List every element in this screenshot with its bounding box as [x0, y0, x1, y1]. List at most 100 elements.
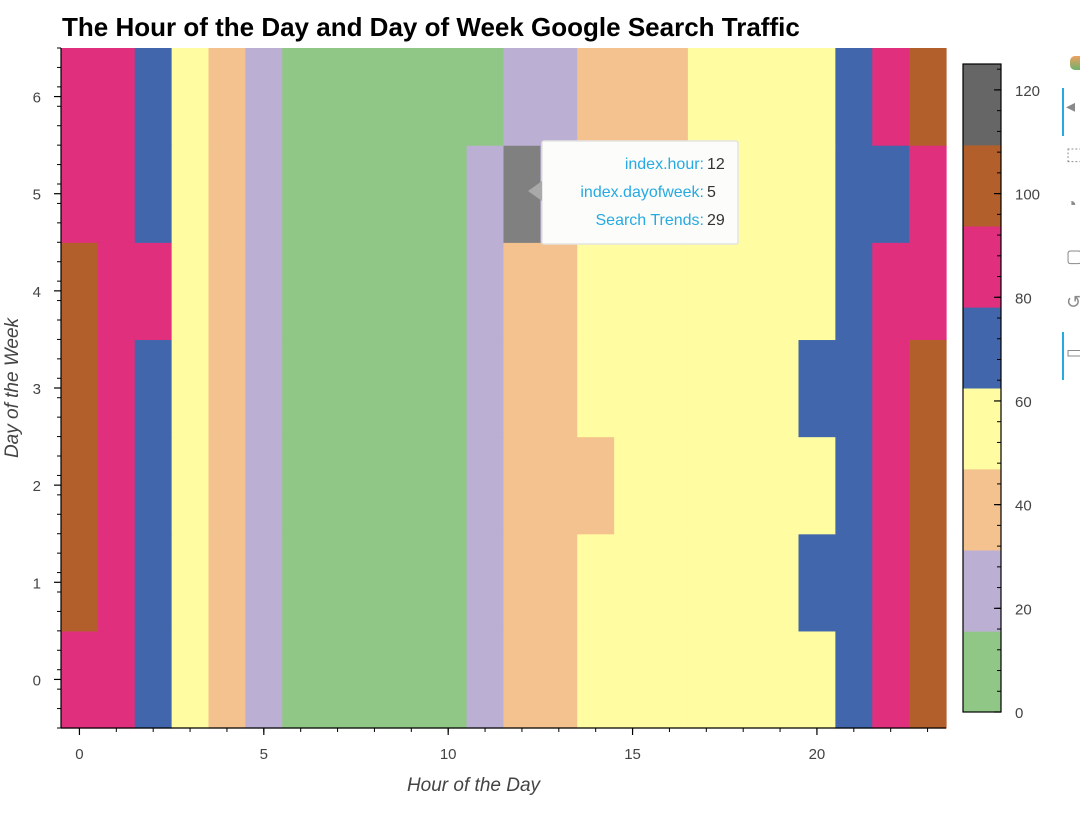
heatmap-cell — [651, 339, 689, 438]
heatmap-cell — [835, 48, 873, 146]
colorbar-bin — [963, 226, 1001, 308]
plot-toolbar: ◂ ⬚ ◔ ▢ ↺ ▭ — [1062, 56, 1080, 396]
heatmap-cell — [282, 242, 320, 341]
heatmap-cell — [835, 339, 873, 438]
heatmap-cell — [577, 339, 615, 438]
box-zoom-tool-icon[interactable]: ⬚ — [1066, 144, 1080, 164]
x-tick-label: 10 — [440, 746, 457, 763]
colorbar-tick-label: 60 — [1015, 394, 1032, 411]
chart-title: The Hour of the Day and Day of Week Goog… — [62, 12, 800, 42]
heatmap-cell — [61, 145, 99, 243]
heatmap-cell — [392, 242, 431, 341]
heatmap-cell — [245, 533, 283, 632]
heatmap-cell — [319, 630, 357, 729]
colorbar-bin — [963, 144, 1001, 227]
heatmap-cell — [687, 242, 726, 341]
heatmap-cell — [208, 145, 246, 243]
heatmap-cell — [429, 339, 468, 438]
heatmap-cell — [319, 436, 357, 535]
heatmap-cell — [798, 436, 836, 535]
heatmap-cell — [798, 242, 836, 341]
heatmap-cell — [614, 630, 652, 729]
save-tool-icon[interactable]: ▢ — [1066, 246, 1080, 266]
heatmap-cell — [171, 242, 210, 341]
heatmap-cell — [687, 630, 726, 729]
heatmap-cell — [577, 533, 615, 632]
heatmap-cell — [245, 48, 283, 146]
heatmap-cell — [909, 145, 947, 243]
heatmap-cell — [429, 145, 468, 243]
colorbar-tick-label: 20 — [1015, 601, 1032, 618]
colorbar-bin — [963, 550, 1001, 632]
heatmap-cell — [61, 242, 99, 341]
heatmap-cell — [171, 533, 210, 632]
heatmap-cell — [245, 145, 283, 243]
heatmap-cell — [466, 533, 505, 632]
heatmap-cell — [208, 242, 246, 341]
heatmap-cell — [577, 242, 615, 341]
heatmap-cell — [909, 48, 947, 146]
heatmap-cell — [724, 436, 763, 535]
heatmap-cell — [651, 436, 689, 535]
colorbar-tick-label: 100 — [1015, 187, 1040, 204]
heatmap-cell — [466, 339, 505, 438]
heatmap-cell — [540, 242, 578, 341]
heatmap-cell — [761, 48, 800, 146]
heatmap-cell — [798, 339, 836, 438]
y-tick-label: 2 — [33, 478, 41, 495]
heatmap-cell — [134, 533, 173, 632]
heatmap-cell — [761, 436, 800, 535]
heatmap-cell — [466, 242, 505, 341]
heatmap-cell — [392, 145, 431, 243]
heatmap-cell — [208, 48, 246, 146]
heatmap-cell — [872, 436, 910, 535]
heatmap-cell — [97, 630, 136, 729]
x-tick-label: 5 — [260, 746, 268, 763]
heatmap-cell — [724, 339, 763, 438]
heatmap-cell — [503, 630, 541, 729]
tooltip-pointer — [528, 181, 542, 201]
heatmap-cell — [282, 630, 320, 729]
heatmap-cell — [651, 630, 689, 729]
pan-tool-icon[interactable]: ◂ — [1066, 96, 1076, 116]
heatmap-cell — [97, 339, 136, 438]
heatmap-cell — [319, 145, 357, 243]
heatmap-cell — [319, 48, 357, 146]
heatmap-cell — [61, 630, 99, 729]
tooltip-key: index.hour: — [625, 156, 704, 173]
heatmap-cells — [61, 48, 947, 729]
heatmap-cell — [392, 630, 431, 729]
heatmap-cell — [540, 48, 578, 146]
heatmap-cell — [909, 533, 947, 632]
colorbar-bin — [963, 64, 1001, 146]
heatmap-cell — [687, 436, 726, 535]
heatmap-cell — [724, 533, 763, 632]
tooltip-key: Search Trends: — [596, 212, 705, 229]
heatmap-cell — [503, 533, 541, 632]
x-tick-label: 15 — [624, 746, 641, 763]
heatmap-cell — [134, 48, 173, 146]
heatmap-cell — [97, 145, 136, 243]
heatmap-cell — [134, 242, 173, 341]
heatmap-cell — [798, 48, 836, 146]
heatmap-cell — [540, 436, 578, 535]
heatmap-cell — [761, 533, 800, 632]
heatmap-cell — [540, 533, 578, 632]
hover-tool-icon[interactable]: ▭ — [1066, 342, 1080, 362]
y-tick-label: 4 — [33, 284, 41, 301]
x-axis-label: Hour of the Day — [407, 775, 542, 796]
reset-tool-icon[interactable]: ↺ — [1066, 292, 1080, 312]
heatmap-cell — [503, 339, 541, 438]
heatmap-cell — [392, 339, 431, 438]
y-tick-label: 1 — [33, 575, 41, 592]
heatmap-cell — [872, 242, 910, 341]
heatmap-cell — [503, 242, 541, 341]
wheel-zoom-tool-icon[interactable]: ◔ — [1066, 194, 1077, 214]
heatmap-cell — [761, 339, 800, 438]
heatmap-cell — [798, 630, 836, 729]
y-tick-label: 5 — [33, 187, 41, 204]
colorbar-tick-label: 80 — [1015, 290, 1032, 307]
heatmap-cell — [171, 436, 210, 535]
colorbar-tick-label: 40 — [1015, 498, 1032, 515]
heatmap-cell — [577, 630, 615, 729]
